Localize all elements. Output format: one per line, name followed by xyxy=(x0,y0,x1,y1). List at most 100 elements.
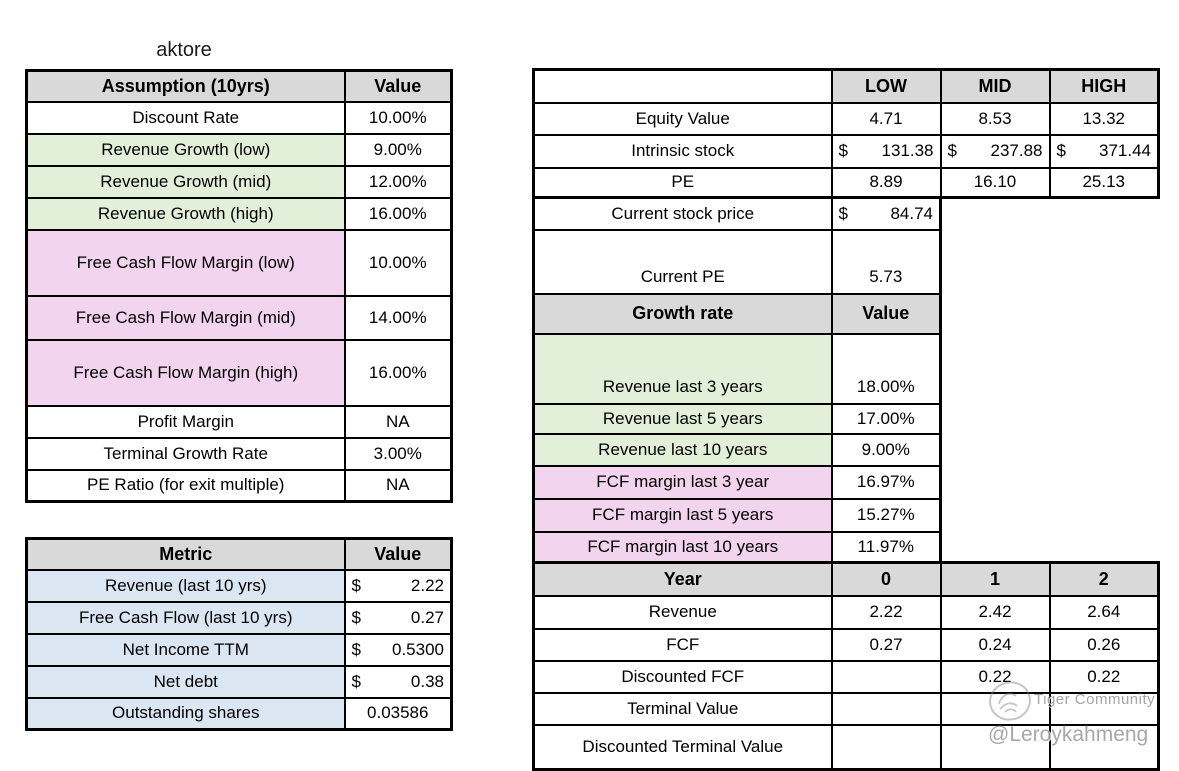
table-row: Outstanding shares 0.03586 xyxy=(25,696,453,731)
cell-value: 8.53 xyxy=(939,101,1051,136)
cell-label: Current stock price xyxy=(532,196,833,231)
cell-value: 10.00% xyxy=(343,228,453,297)
table-row: Revenue Growth (mid) 12.00% xyxy=(25,164,453,199)
currency-symbol: $ xyxy=(838,141,848,160)
column-header: Value xyxy=(830,292,942,335)
cell-value xyxy=(939,723,1051,771)
cell-label: FCF margin last 5 years xyxy=(532,497,833,533)
column-header: Value xyxy=(343,537,453,571)
cell-label: Discounted FCF xyxy=(532,659,833,694)
cell-label: Revenue (last 10 yrs) xyxy=(25,568,346,603)
table-header-row: Growth rate Value xyxy=(532,292,942,335)
cell-value: 2.64 xyxy=(1048,594,1160,630)
cell-value: 4.71 xyxy=(830,101,942,136)
cell-value: 8.89 xyxy=(830,166,942,199)
currency-symbol: $ xyxy=(351,607,361,627)
cell-value: 16.97% xyxy=(830,464,942,500)
currency-amount: 0.27 xyxy=(410,607,444,627)
cell-label: Terminal Growth Rate xyxy=(25,436,346,471)
projection-table: Year 0 1 2 Revenue 2.22 2.42 2.64 FCF 0.… xyxy=(532,561,1160,771)
cell-value: 16.00% xyxy=(343,338,453,407)
growth-rate-table: Current stock price $84.74 Current PE 5.… xyxy=(532,196,942,564)
column-header: Assumption (10yrs) xyxy=(25,69,346,103)
table-row: Free Cash Flow Margin (low) 10.00% xyxy=(25,228,453,297)
currency-amount: 84.74 xyxy=(890,203,933,223)
assumption-table: Assumption (10yrs) Value Discount Rate 1… xyxy=(25,69,453,503)
table-row: Discounted Terminal Value xyxy=(532,723,1160,771)
table-row: PE 8.89 16.10 25.13 xyxy=(532,166,1160,199)
column-header-year1: 1 xyxy=(939,561,1051,597)
cell-label: Discounted Terminal Value xyxy=(532,723,833,771)
cell-label: Intrinsic stock xyxy=(532,133,833,169)
table-row: Revenue 2.22 2.42 2.64 xyxy=(532,594,1160,630)
column-header: Year xyxy=(532,561,833,597)
table-row: Profit Margin NA xyxy=(25,404,453,439)
cell-label: PE xyxy=(532,166,833,199)
cell-value: 2.42 xyxy=(939,594,1051,630)
cell-value: $237.88 xyxy=(939,133,1051,169)
cell-value: 5.73 xyxy=(830,228,942,295)
cell-label: Free Cash Flow Margin (low) xyxy=(25,228,346,297)
cell-label: Revenue Growth (low) xyxy=(25,132,346,167)
cell-value: 0.22 xyxy=(939,659,1051,694)
column-header: Metric xyxy=(25,537,346,571)
cell-value xyxy=(1048,691,1160,726)
column-header: Growth rate xyxy=(532,292,833,335)
currency-symbol: $ xyxy=(351,671,361,691)
table-row: FCF margin last 3 year 16.97% xyxy=(532,464,942,500)
cell-value: 14.00% xyxy=(343,294,453,341)
cell-label: Current PE xyxy=(532,228,833,295)
table-row: Current stock price $84.74 xyxy=(532,196,942,231)
cell-value: 0.03586 xyxy=(343,696,453,731)
cell-value: $84.74 xyxy=(830,196,942,231)
currency-amount: 131.38 xyxy=(881,141,934,160)
table-row: Net Income TTM $0.5300 xyxy=(25,632,453,667)
table-row: Equity Value 4.71 8.53 13.32 xyxy=(532,101,1160,136)
currency-amount: 2.22 xyxy=(410,575,444,595)
table-row: Revenue last 10 years 9.00% xyxy=(532,432,942,467)
cell-value xyxy=(939,691,1051,726)
cell-value xyxy=(1048,723,1160,771)
table-row: Revenue (last 10 yrs) $2.22 xyxy=(25,568,453,603)
column-header-year2: 2 xyxy=(1048,561,1160,597)
cell-label: Revenue last 10 years xyxy=(532,432,833,467)
cell-value: $0.27 xyxy=(343,600,453,635)
cell-value: 17.00% xyxy=(830,402,942,435)
currency-symbol: $ xyxy=(838,203,848,223)
cell-value: 3.00% xyxy=(343,436,453,471)
cell-value: 13.32 xyxy=(1048,101,1160,136)
cell-value: 0.24 xyxy=(939,627,1051,662)
cell-label: FCF xyxy=(532,627,833,662)
cell-label: Net Income TTM xyxy=(25,632,346,667)
cell-value: 12.00% xyxy=(343,164,453,199)
table-row: Revenue last 3 years 18.00% xyxy=(532,332,942,405)
table-row: Discount Rate 10.00% xyxy=(25,100,453,135)
cell-label: Revenue xyxy=(532,594,833,630)
sheet-title: aktore xyxy=(156,39,212,61)
cell-value: 9.00% xyxy=(830,432,942,467)
table-row: FCF margin last 5 years 15.27% xyxy=(532,497,942,533)
cell-value: $0.5300 xyxy=(343,632,453,667)
table-row: FCF 0.27 0.24 0.26 xyxy=(532,627,1160,662)
table-row: Discounted FCF 0.22 0.22 xyxy=(532,659,1160,694)
cell-label: Free Cash Flow Margin (mid) xyxy=(25,294,346,341)
cell-blank xyxy=(532,68,833,104)
cell-label: PE Ratio (for exit multiple) xyxy=(25,468,346,503)
cell-label: Revenue Growth (high) xyxy=(25,196,346,231)
column-header: Value xyxy=(343,69,453,103)
table-row: Net debt $0.38 xyxy=(25,664,453,699)
table-header-row: Metric Value xyxy=(25,537,453,571)
cell-label: FCF margin last 3 year xyxy=(532,464,833,500)
cell-label: Free Cash Flow (last 10 yrs) xyxy=(25,600,346,635)
cell-label: Free Cash Flow Margin (high) xyxy=(25,338,346,407)
cell-value xyxy=(830,723,942,771)
currency-amount: 0.38 xyxy=(410,671,444,691)
cell-label: FCF margin last 10 years xyxy=(532,530,833,564)
table-header-row: Year 0 1 2 xyxy=(532,561,1160,597)
table-row: Current PE 5.73 xyxy=(532,228,942,295)
table-row: Free Cash Flow Margin (mid) 14.00% xyxy=(25,294,453,341)
scenario-table: LOW MID HIGH Equity Value 4.71 8.53 13.3… xyxy=(532,68,1160,199)
cell-value: 11.97% xyxy=(830,530,942,564)
cell-value: $131.38 xyxy=(830,133,942,169)
cell-value: 0.22 xyxy=(1048,659,1160,694)
